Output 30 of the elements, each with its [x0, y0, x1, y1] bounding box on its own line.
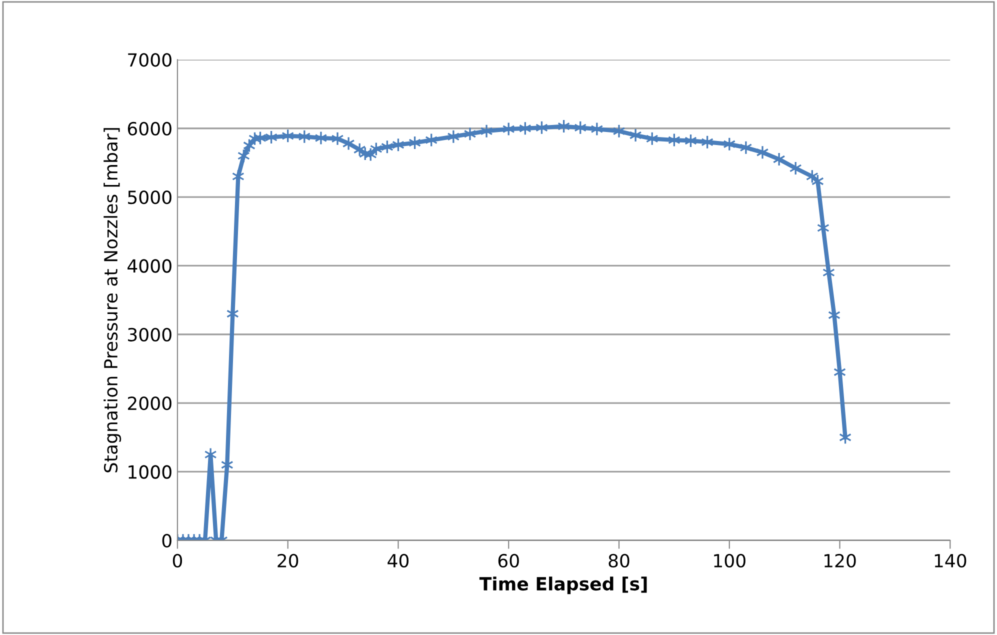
y-tick-label: 1000: [128, 465, 172, 479]
point: [612, 124, 626, 138]
point: [590, 122, 604, 136]
y-tick-label: 5000: [128, 190, 172, 204]
y-tick-label: 2000: [128, 396, 172, 410]
y-tick-label: 0: [162, 534, 172, 548]
x-tick-label: 100: [714, 554, 746, 568]
point: [480, 124, 493, 138]
point: [772, 152, 786, 166]
x-tick-label: 20: [278, 554, 298, 568]
x-tick-label: 120: [824, 554, 856, 568]
point: [756, 145, 769, 160]
x-tick-label: 40: [388, 554, 409, 568]
point: [740, 140, 752, 155]
x-tick-label: 60: [498, 554, 519, 568]
y-tick-label: 6000: [128, 122, 172, 136]
x-tick-label: 0: [172, 554, 182, 568]
point: [464, 126, 476, 141]
y-tick-label: 4000: [128, 259, 172, 273]
point: [629, 128, 642, 142]
y-tick-label: 7000: [128, 53, 172, 67]
y-tick-label: 3000: [128, 328, 172, 342]
x-tick-label: 80: [608, 554, 630, 568]
x-axis-title: Time Elapsed [s]: [479, 576, 647, 594]
x-tick-label: 140: [934, 554, 966, 568]
y-axis-title: Stagnation Pressure at Nozzles [mbar]: [104, 128, 122, 472]
point: [331, 132, 344, 146]
point: [314, 130, 328, 146]
point: [342, 136, 355, 151]
point: [447, 130, 460, 144]
